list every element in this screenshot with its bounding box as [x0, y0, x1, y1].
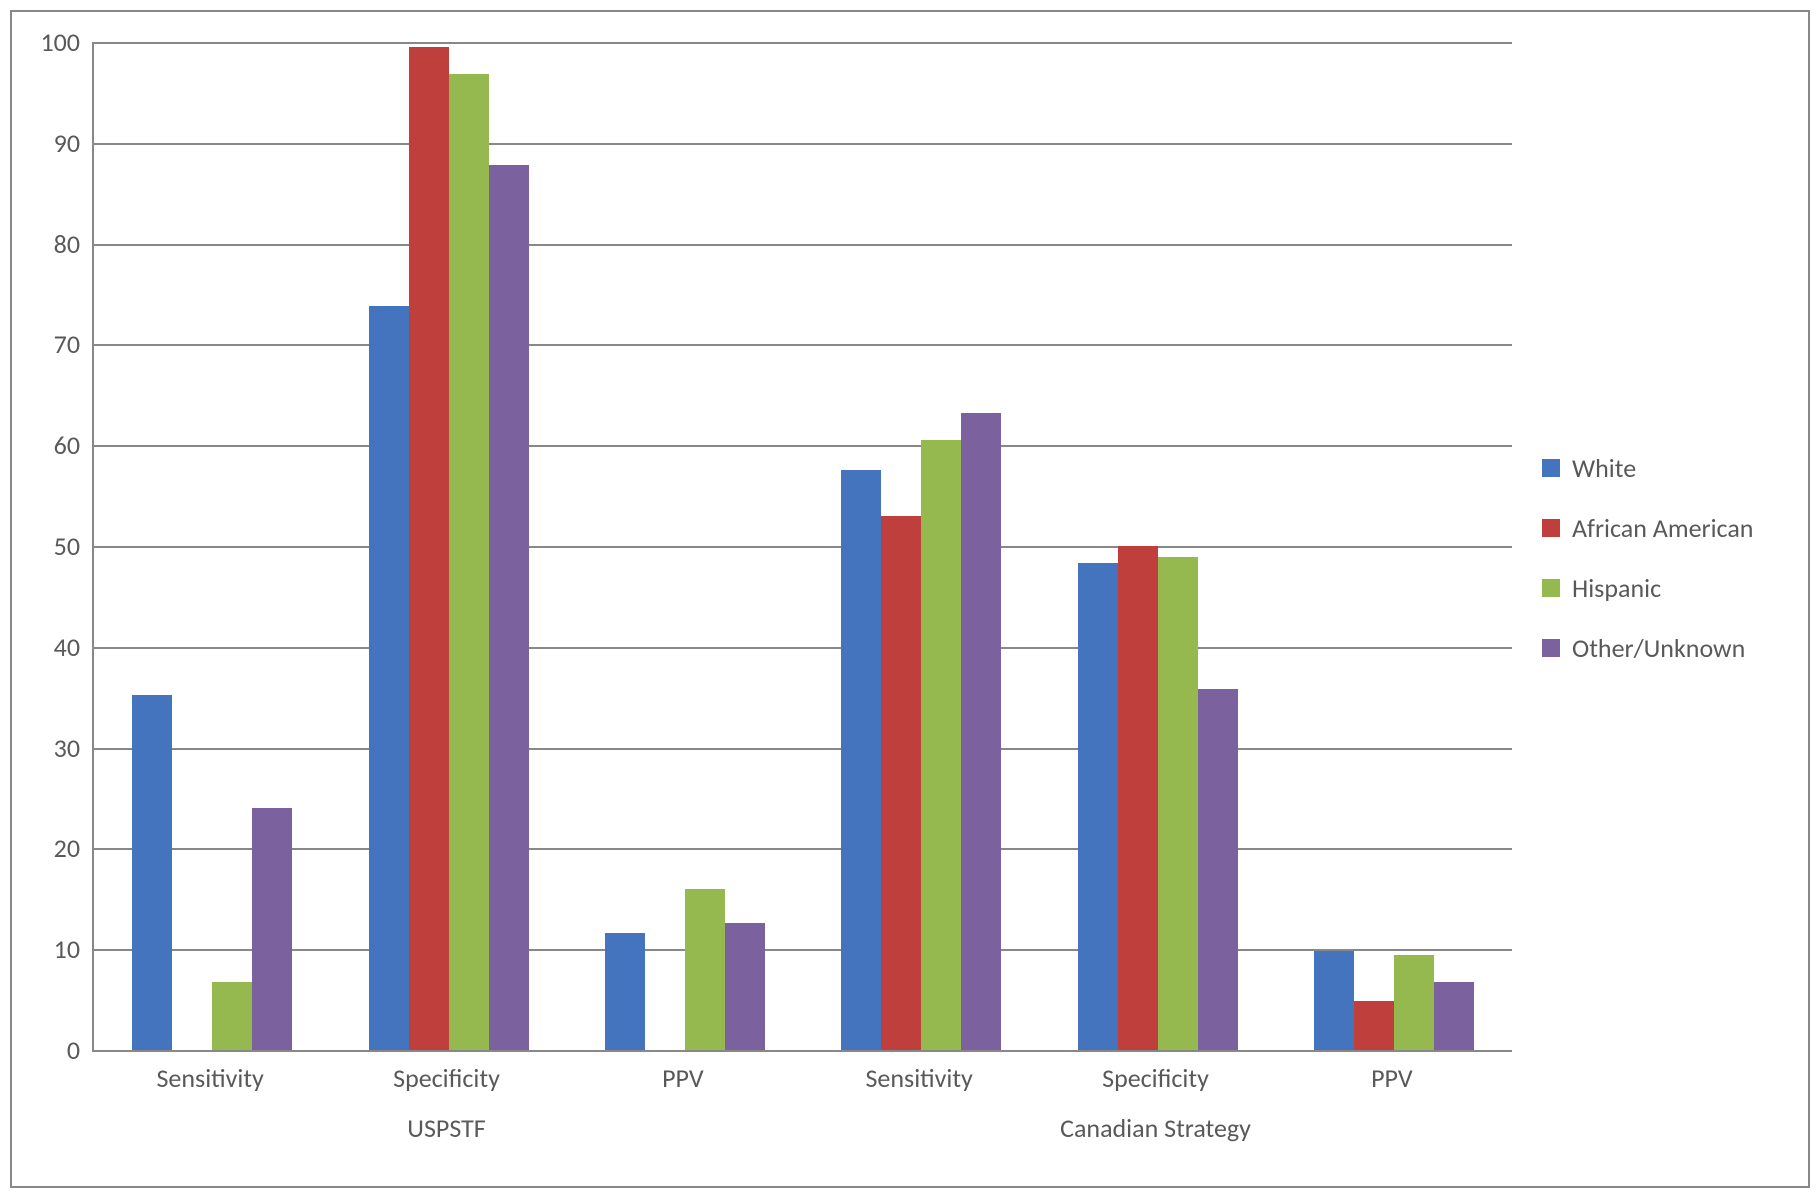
- legend-swatch: [1542, 639, 1560, 657]
- legend-swatch: [1542, 459, 1560, 477]
- gridline: [94, 949, 1512, 951]
- x-category-label: Specificity: [1102, 1062, 1209, 1094]
- y-tick-label: 50: [12, 530, 80, 562]
- bar-afam: [409, 47, 449, 1050]
- bar-white: [841, 470, 881, 1050]
- x-category-label: Sensitivity: [865, 1062, 972, 1094]
- y-tick-label: 80: [12, 228, 80, 260]
- y-tick-label: 100: [12, 26, 80, 58]
- gridline: [94, 143, 1512, 145]
- bar-hispanic: [685, 889, 725, 1050]
- bar-hispanic: [449, 74, 489, 1050]
- bar-white: [1078, 563, 1118, 1050]
- legend-item-white: White: [1542, 452, 1802, 484]
- gridline: [94, 42, 1512, 44]
- x-group-label: Canadian Strategy: [1060, 1112, 1251, 1144]
- y-tick-label: 60: [12, 429, 80, 461]
- bar-afam: [1354, 1001, 1394, 1050]
- bar-hispanic: [1394, 955, 1434, 1050]
- legend-item-afam: African American: [1542, 512, 1802, 544]
- bar-other: [725, 923, 765, 1050]
- bar-white: [369, 306, 409, 1050]
- legend-label: Other/Unknown: [1572, 632, 1745, 664]
- legend-item-hispanic: Hispanic: [1542, 572, 1802, 604]
- gridline: [94, 244, 1512, 246]
- bar-white: [605, 933, 645, 1050]
- legend-swatch: [1542, 579, 1560, 597]
- x-category-label: PPV: [662, 1062, 704, 1094]
- x-group-label: USPSTF: [407, 1112, 485, 1144]
- bar-other: [1198, 689, 1238, 1050]
- y-tick-label: 90: [12, 127, 80, 159]
- legend: White African American Hispanic Other/Unkno…: [1542, 452, 1802, 692]
- gridline: [94, 445, 1512, 447]
- gridline: [94, 748, 1512, 750]
- gridline: [94, 848, 1512, 850]
- legend-swatch: [1542, 519, 1560, 537]
- legend-label: White: [1572, 452, 1636, 484]
- bar-white: [132, 695, 172, 1050]
- y-tick-label: 0: [12, 1034, 80, 1066]
- legend-item-other: Other/Unknown: [1542, 632, 1802, 664]
- plot-area: [92, 42, 1512, 1052]
- bar-other: [252, 808, 292, 1050]
- chart-container: White African American Hispanic Other/Unkno…: [10, 10, 1810, 1188]
- bar-hispanic: [1158, 557, 1198, 1050]
- x-category-label: PPV: [1371, 1062, 1413, 1094]
- bar-white: [1314, 951, 1354, 1050]
- legend-label: African American: [1572, 512, 1753, 544]
- y-tick-label: 20: [12, 832, 80, 864]
- gridline: [94, 546, 1512, 548]
- bar-other: [961, 413, 1001, 1050]
- x-category-label: Sensitivity: [156, 1062, 263, 1094]
- bar-other: [489, 165, 529, 1050]
- bar-afam: [881, 516, 921, 1050]
- legend-label: Hispanic: [1572, 572, 1661, 604]
- y-tick-label: 70: [12, 328, 80, 360]
- bar-hispanic: [921, 440, 961, 1050]
- y-tick-label: 40: [12, 631, 80, 663]
- bar-hispanic: [212, 982, 252, 1050]
- bar-afam: [1118, 546, 1158, 1050]
- y-tick-label: 30: [12, 732, 80, 764]
- bar-other: [1434, 982, 1474, 1050]
- y-tick-label: 10: [12, 933, 80, 965]
- gridline: [94, 647, 1512, 649]
- x-category-label: Specificity: [393, 1062, 500, 1094]
- gridline: [94, 344, 1512, 346]
